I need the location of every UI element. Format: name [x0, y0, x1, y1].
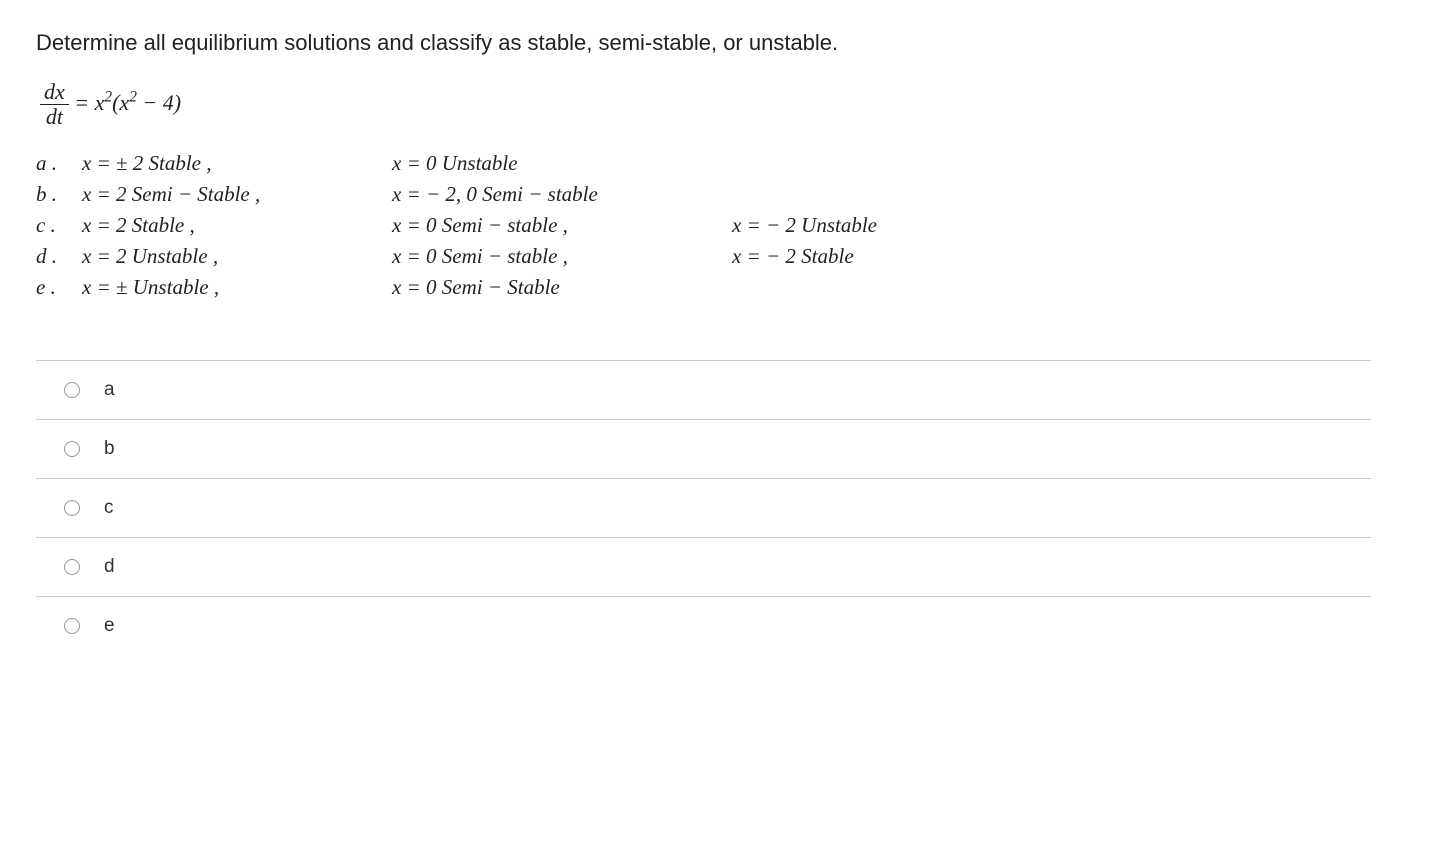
radio-icon	[64, 559, 80, 575]
option-e: e . x = ± Unstable , x = 0 Semi − Stable	[36, 275, 1412, 300]
option-b: b . x = 2 Semi − Stable , x = − 2, 0 Sem…	[36, 182, 1412, 207]
fraction: dx dt	[40, 80, 69, 129]
option-d: d . x = 2 Unstable , x = 0 Semi − stable…	[36, 244, 1412, 269]
answer-choice-c[interactable]: c	[36, 479, 1371, 538]
option-cell: x = − 2 Stable	[732, 244, 854, 269]
option-label: e .	[36, 275, 82, 300]
option-cell: x = 2 Unstable ,	[82, 244, 392, 269]
answer-radio-group: a b c d e	[36, 360, 1371, 655]
answer-choice-a[interactable]: a	[36, 361, 1371, 420]
answer-label: c	[104, 497, 114, 519]
answer-label: a	[104, 379, 115, 401]
option-cell: x = ± 2 Stable ,	[82, 151, 392, 176]
option-label: a .	[36, 151, 82, 176]
numerator: dx	[40, 80, 69, 105]
radio-icon	[64, 441, 80, 457]
option-label: c .	[36, 213, 82, 238]
answer-label: b	[104, 438, 115, 460]
answer-label: d	[104, 556, 115, 578]
option-cell: x = ± Unstable ,	[82, 275, 392, 300]
option-cell: x = 0 Unstable	[392, 151, 732, 176]
radio-icon	[64, 382, 80, 398]
denominator: dt	[40, 105, 69, 129]
option-label: d .	[36, 244, 82, 269]
radio-icon	[64, 618, 80, 634]
option-cell: x = 2 Semi − Stable ,	[82, 182, 392, 207]
rhs: = x2(x2 − 4)	[69, 90, 181, 115]
equation: dx dt = x2(x2 − 4)	[40, 80, 1412, 129]
answer-choice-e[interactable]: e	[36, 597, 1371, 655]
option-a: a . x = ± 2 Stable , x = 0 Unstable	[36, 151, 1412, 176]
option-cell: x = 0 Semi − Stable	[392, 275, 732, 300]
question-prompt: Determine all equilibrium solutions and …	[36, 30, 1412, 56]
option-cell: x = 0 Semi − stable ,	[392, 244, 732, 269]
answer-choice-d[interactable]: d	[36, 538, 1371, 597]
option-c: c . x = 2 Stable , x = 0 Semi − stable ,…	[36, 213, 1412, 238]
option-label: b .	[36, 182, 82, 207]
option-cell: x = 2 Stable ,	[82, 213, 392, 238]
option-cell: x = 0 Semi − stable ,	[392, 213, 732, 238]
option-cell: x = − 2, 0 Semi − stable	[392, 182, 732, 207]
option-list: a . x = ± 2 Stable , x = 0 Unstable b . …	[36, 151, 1412, 300]
radio-icon	[64, 500, 80, 516]
answer-choice-b[interactable]: b	[36, 420, 1371, 479]
option-cell: x = − 2 Unstable	[732, 213, 877, 238]
answer-label: e	[104, 615, 115, 637]
